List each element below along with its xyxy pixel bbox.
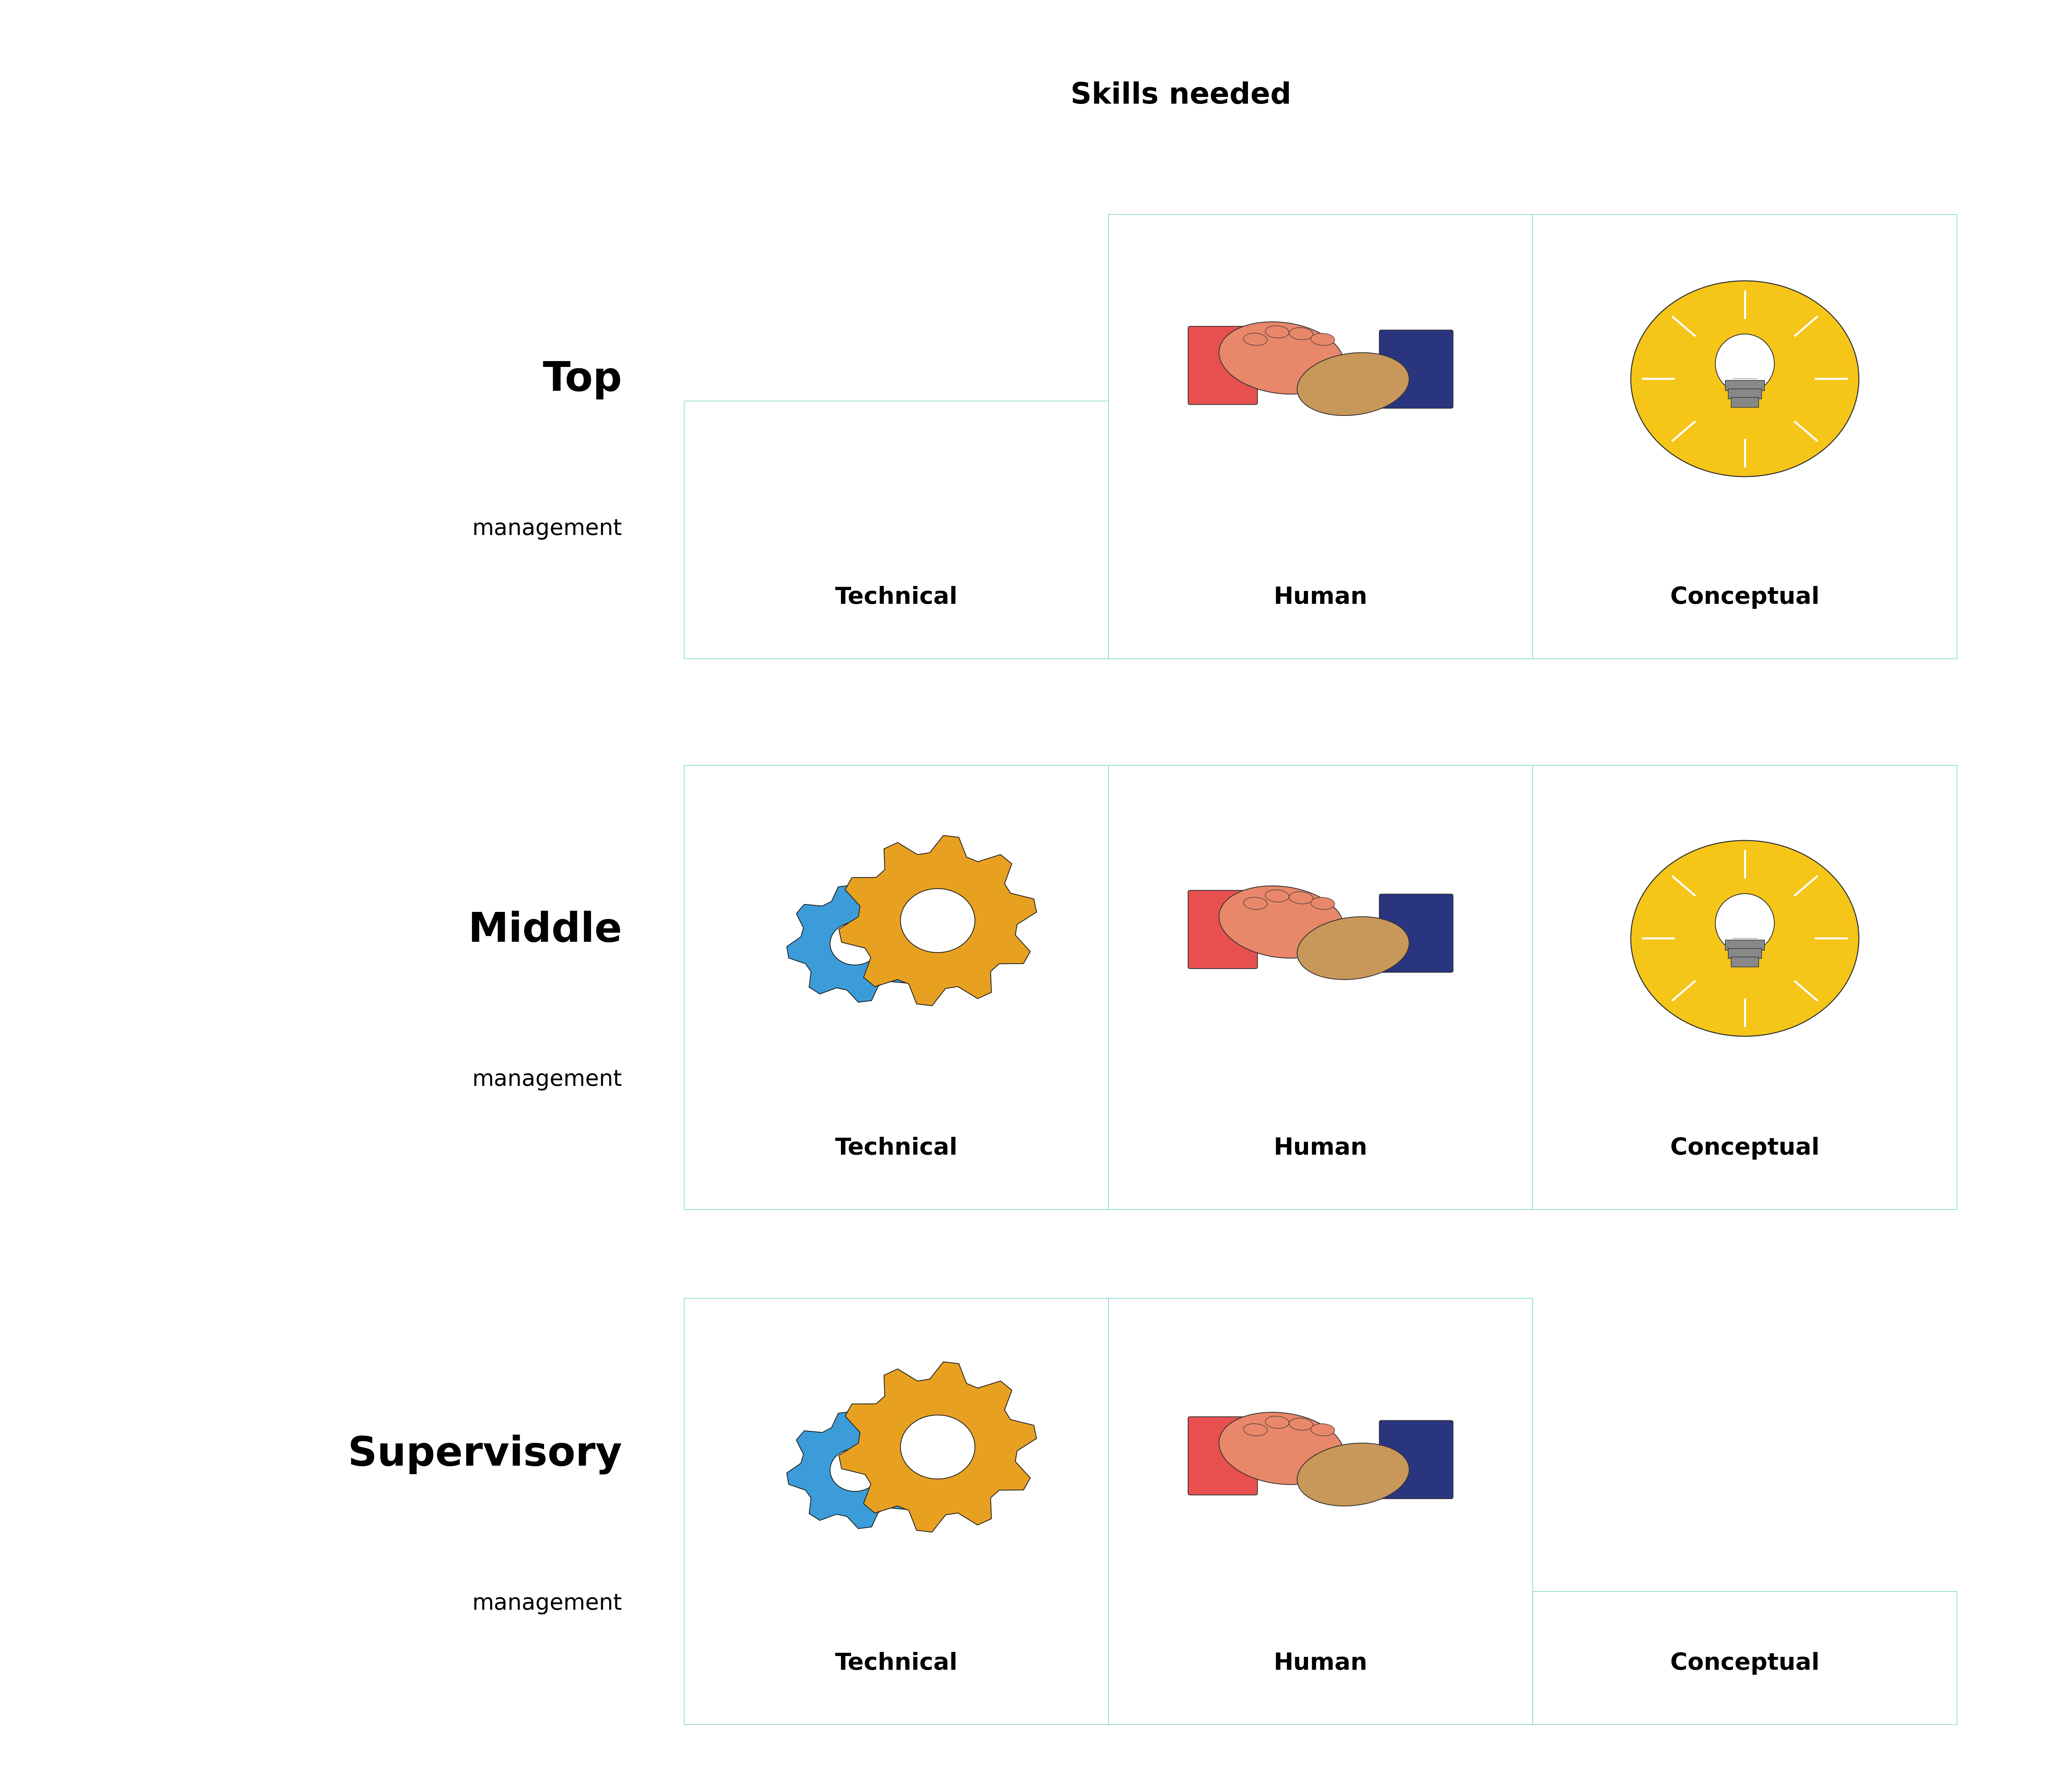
Circle shape bbox=[1631, 840, 1859, 1035]
Text: management: management bbox=[472, 1069, 622, 1091]
FancyBboxPatch shape bbox=[1187, 1416, 1258, 1494]
Text: Technical: Technical bbox=[835, 585, 957, 608]
Circle shape bbox=[831, 922, 881, 964]
Ellipse shape bbox=[1297, 352, 1409, 416]
Ellipse shape bbox=[1289, 891, 1314, 904]
Circle shape bbox=[831, 1448, 881, 1491]
Circle shape bbox=[1631, 281, 1859, 477]
Ellipse shape bbox=[1243, 333, 1268, 345]
Ellipse shape bbox=[1266, 326, 1289, 338]
FancyBboxPatch shape bbox=[1380, 895, 1452, 973]
Text: Conceptual: Conceptual bbox=[1670, 585, 1819, 608]
Text: Human: Human bbox=[1274, 1653, 1368, 1674]
Ellipse shape bbox=[1218, 886, 1345, 959]
Text: Human: Human bbox=[1274, 585, 1368, 608]
Bar bbox=[1730, 957, 1759, 968]
Bar bbox=[1726, 939, 1765, 950]
Text: Technical: Technical bbox=[835, 1653, 957, 1674]
Text: Supervisory: Supervisory bbox=[348, 1434, 622, 1475]
Text: Top: Top bbox=[543, 359, 622, 400]
FancyBboxPatch shape bbox=[1380, 331, 1452, 407]
Ellipse shape bbox=[1266, 890, 1289, 902]
Bar bbox=[1728, 390, 1761, 398]
Text: management: management bbox=[472, 1592, 622, 1615]
Text: Technical: Technical bbox=[835, 1137, 957, 1160]
Ellipse shape bbox=[1297, 1443, 1409, 1507]
Text: Middle: Middle bbox=[468, 911, 622, 950]
Ellipse shape bbox=[1716, 893, 1774, 954]
Bar bbox=[1726, 381, 1765, 391]
Ellipse shape bbox=[1243, 897, 1268, 909]
Text: Human: Human bbox=[1274, 1137, 1368, 1160]
Ellipse shape bbox=[1243, 1423, 1268, 1436]
Bar bbox=[684, 400, 1109, 658]
Circle shape bbox=[901, 1414, 976, 1478]
Text: Conceptual: Conceptual bbox=[1670, 1653, 1819, 1674]
Polygon shape bbox=[787, 886, 924, 1002]
Ellipse shape bbox=[1312, 897, 1334, 909]
Ellipse shape bbox=[1716, 334, 1774, 393]
Bar bbox=[1728, 948, 1761, 959]
Ellipse shape bbox=[1297, 916, 1409, 980]
Text: management: management bbox=[472, 518, 622, 539]
Bar bbox=[684, 765, 1956, 1210]
FancyBboxPatch shape bbox=[1187, 890, 1258, 968]
Ellipse shape bbox=[1218, 1413, 1345, 1484]
Bar bbox=[1533, 1590, 1956, 1724]
Ellipse shape bbox=[1289, 1418, 1314, 1430]
Ellipse shape bbox=[1312, 333, 1334, 345]
Polygon shape bbox=[839, 836, 1036, 1005]
FancyBboxPatch shape bbox=[1380, 1420, 1452, 1498]
Text: Skills needed: Skills needed bbox=[1071, 82, 1291, 110]
FancyBboxPatch shape bbox=[1187, 326, 1258, 404]
Ellipse shape bbox=[1312, 1423, 1334, 1436]
Ellipse shape bbox=[1289, 327, 1314, 340]
Ellipse shape bbox=[1266, 1416, 1289, 1429]
Bar bbox=[1730, 397, 1759, 407]
Ellipse shape bbox=[1218, 322, 1345, 395]
Polygon shape bbox=[787, 1411, 924, 1528]
Bar bbox=[1109, 215, 1956, 658]
Bar bbox=[684, 1299, 1533, 1724]
Polygon shape bbox=[839, 1363, 1036, 1532]
Circle shape bbox=[901, 890, 976, 952]
Text: Conceptual: Conceptual bbox=[1670, 1137, 1819, 1160]
